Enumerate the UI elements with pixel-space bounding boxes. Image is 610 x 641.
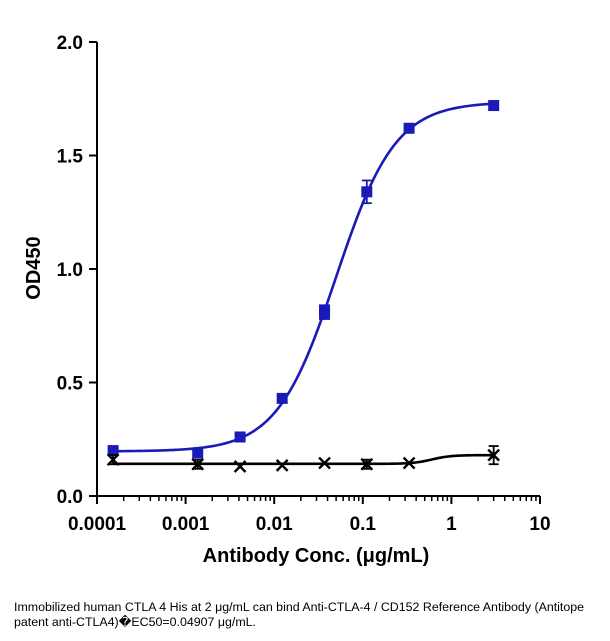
x-tick-label: 1 <box>446 514 457 535</box>
data-point <box>319 304 331 316</box>
data-point <box>107 445 119 457</box>
x-axis-title: Antibody Conc. (μg/mL) <box>203 545 430 567</box>
data-point <box>106 453 120 467</box>
x-tick-label: 0.001 <box>162 514 210 535</box>
x-tick-label: 0.1 <box>350 514 377 535</box>
data-point <box>487 448 501 462</box>
series-layer <box>106 100 501 473</box>
figure-caption: Immobilized human CTLA 4 His at 2 μg/mL … <box>14 600 585 629</box>
series-2 <box>106 445 501 473</box>
y-tick-label: 0.5 <box>57 374 84 395</box>
y-tick-label: 1.5 <box>57 147 84 168</box>
data-point <box>488 100 500 112</box>
chart: 0.0 0.5 1.0 1.5 2.0 0.0001 0.001 0.01 0.1 1 10 Ant… <box>23 33 551 567</box>
series-1 <box>107 100 500 459</box>
x-tick-label: 0.01 <box>256 514 293 535</box>
series-1-fit-curve <box>113 102 494 453</box>
data-point <box>275 459 289 472</box>
data-point <box>192 447 204 459</box>
ticks: 0.0 0.5 1.0 1.5 2.0 0.0001 0.001 0.01 0.1 1 10 <box>57 33 551 535</box>
data-point <box>233 460 247 473</box>
y-tick-label: 1.0 <box>57 260 83 281</box>
data-point <box>234 431 246 443</box>
y-tick-label: 0.0 <box>57 487 83 508</box>
axes <box>96 42 540 497</box>
data-point <box>361 186 373 198</box>
x-tick-label: 0.0001 <box>68 514 127 535</box>
data-point <box>318 456 331 470</box>
data-point <box>276 392 288 404</box>
y-axis-title: OD450 <box>23 236 45 299</box>
x-tick-label: 10 <box>529 514 550 535</box>
data-point <box>403 122 415 134</box>
series-2-fit-curve <box>113 453 494 466</box>
data-point <box>402 456 416 470</box>
y-tick-label: 2.0 <box>57 33 83 54</box>
data-point <box>360 457 374 471</box>
data-point <box>191 457 205 471</box>
